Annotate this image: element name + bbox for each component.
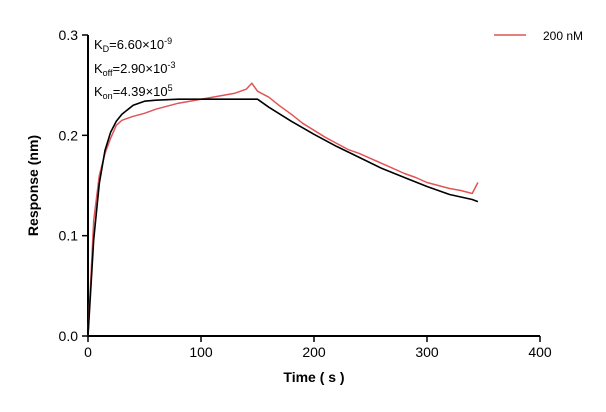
x-tick-label: 300	[415, 344, 439, 360]
ticks: 0 100 200 300 400 0.0 0.1 0.2 0.3	[59, 27, 552, 360]
kon-text: =4.39×10	[113, 84, 168, 99]
x-tick-label: 0	[84, 344, 92, 360]
x-tick-label: 400	[528, 344, 552, 360]
y-tick-label: 0.3	[59, 27, 79, 43]
kon-sub: on	[103, 91, 113, 101]
kd-sup: -9	[164, 36, 172, 46]
legend: 200 nM	[494, 29, 583, 43]
y-tick-label: 0.1	[59, 228, 79, 244]
y-tick-label: 0.0	[59, 328, 79, 344]
x-tick-label: 100	[189, 344, 213, 360]
y-axis-title: Response (nm)	[25, 135, 41, 236]
axes	[87, 35, 540, 337]
kd-sub: D	[103, 44, 110, 54]
koff-sup: -3	[167, 60, 175, 70]
kd-annotation: KD=6.60×10-9	[94, 36, 172, 54]
koff-text: =2.90×10	[113, 61, 168, 76]
kd-text: =6.60×10	[109, 37, 164, 52]
legend-label: 200 nM	[543, 29, 583, 43]
koff-base: K	[94, 61, 103, 76]
x-axis-title: Time ( s )	[283, 369, 344, 385]
fit-curve-line	[87, 98, 479, 337]
kon-base: K	[94, 84, 103, 99]
kd-base: K	[94, 37, 103, 52]
kon-sup: 5	[168, 83, 173, 93]
series-200nm-line	[87, 82, 479, 337]
y-tick-label: 0.2	[59, 127, 79, 143]
series-layer	[87, 82, 479, 337]
kon-annotation: Kon=4.39×105	[94, 83, 173, 101]
x-tick-label: 200	[302, 344, 326, 360]
koff-sub: off	[103, 68, 113, 78]
koff-annotation: Koff=2.90×10-3	[94, 60, 175, 78]
